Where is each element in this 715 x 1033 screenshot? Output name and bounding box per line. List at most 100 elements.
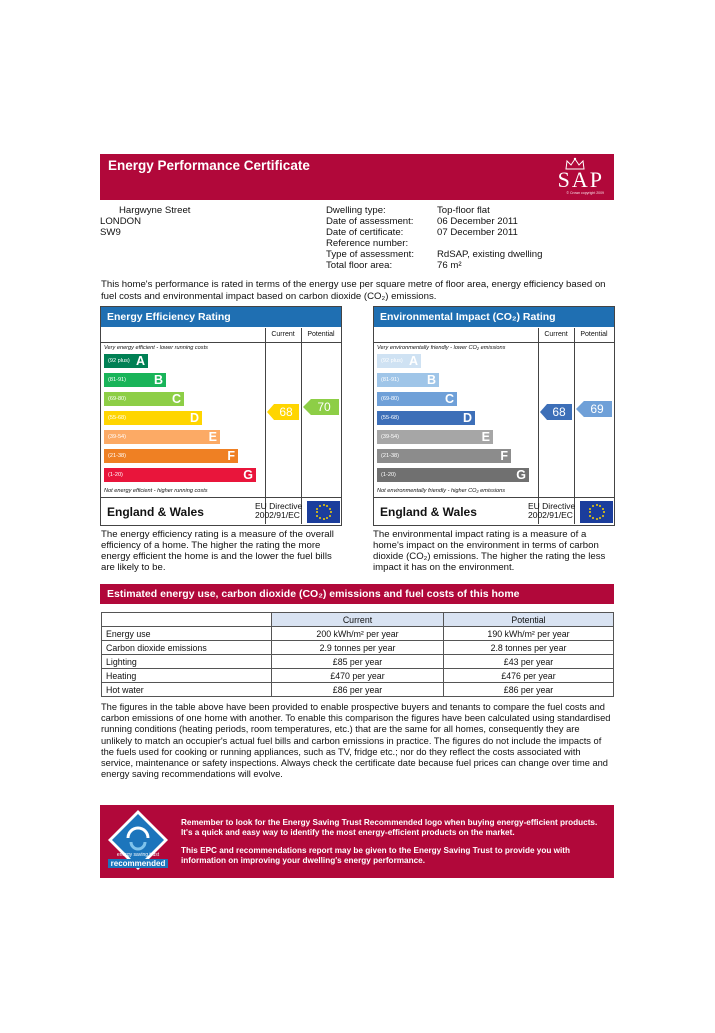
potential-value: £476 per year — [443, 668, 614, 683]
current-rating-arrow: 68 — [267, 404, 299, 420]
eu-star-icon — [319, 504, 321, 507]
detail-label: Dwelling type: — [326, 205, 386, 216]
eu-star-icon — [602, 511, 605, 513]
potential-value: £86 per year — [443, 682, 614, 697]
column-divider — [538, 328, 539, 524]
band-letter: C — [171, 392, 181, 406]
potential-value: £43 per year — [443, 654, 614, 669]
address-city: LONDON — [100, 216, 142, 227]
band-letter: E — [481, 430, 490, 444]
detail-row: Type of assessment: RdSAP, existing dwell… — [326, 249, 542, 260]
detail-label: Type of assessment: — [326, 249, 414, 260]
rating-band-b: (81-91) B — [104, 373, 166, 387]
band-range: (69-80) — [108, 396, 127, 402]
current-value: 2.9 tonnes per year — [271, 640, 444, 655]
band-letter: F — [227, 449, 235, 463]
costs-table: Current Potential Energy use 200 kWh/m² p… — [101, 612, 614, 697]
rating-band-c: (69-80) C — [104, 392, 184, 406]
eu-star-icon — [601, 514, 604, 517]
region-label: England & Wales — [380, 505, 477, 519]
sap-copyright: © Crown copyright 2009 — [566, 191, 604, 195]
band-letter: D — [189, 411, 199, 425]
footer-banner: energy saving trust recommended Remember… — [100, 805, 614, 878]
band-range: (92 plus) — [381, 358, 403, 364]
detail-row: Total floor area: 76 m² — [326, 260, 542, 271]
band-letter: G — [516, 468, 526, 482]
current-value: £470 per year — [271, 668, 444, 683]
footer-line-1: Remember to look for the Energy Saving T… — [181, 818, 598, 837]
potential-column-header: Potential — [580, 331, 608, 338]
band-range: (55-68) — [381, 415, 400, 421]
current-column-header: Current — [544, 331, 568, 338]
table-row: Carbon dioxide emissions 2.9 tonnes per y… — [101, 640, 614, 655]
environment-top-note: Very environmentally friendly - lower CO… — [377, 345, 506, 351]
detail-row: Reference number: — [326, 238, 542, 249]
eu-star-icon — [599, 504, 601, 507]
current-value: £86 per year — [271, 682, 444, 697]
address-block: Hargwyne Street LONDON SW9 — [100, 205, 190, 238]
eu-star-icon — [322, 504, 325, 506]
eu-star-icon — [315, 511, 318, 513]
detail-value: 06 December 2011 — [437, 216, 518, 227]
rating-band-g: (1-20) G — [377, 468, 529, 482]
band-letter: G — [243, 468, 253, 482]
explanation-paragraph: The figures in the table above have been… — [101, 702, 611, 780]
rating-band-e: (39-54) E — [104, 430, 220, 444]
sap-logo: SAP — [557, 167, 604, 192]
efficiency-description: The energy efficiency rating is a measur… — [101, 529, 334, 573]
eu-star-icon — [599, 517, 601, 520]
eu-star-icon — [322, 518, 325, 520]
costs-section-title: Estimated energy use, carbon dioxide (CO… — [100, 584, 614, 604]
energy-saving-trust-logo-icon — [108, 810, 168, 870]
potential-value: 190 kWh/m² per year — [443, 626, 614, 641]
table-row: Hot water £86 per year £86 per year — [101, 682, 614, 697]
eu-star-icon — [589, 507, 592, 510]
intro-text: This home's performance is rated in term… — [101, 279, 606, 302]
band-letter: F — [500, 449, 508, 463]
address-street: Hargwyne Street — [119, 205, 191, 216]
band-range: (81-91) — [381, 377, 400, 383]
efficiency-panel-title: Energy Efficiency Rating — [101, 307, 341, 327]
rating-band-d: (55-68) D — [377, 411, 475, 425]
eu-star-icon — [592, 504, 594, 507]
rating-band-e: (39-54) E — [377, 430, 493, 444]
footer-divider — [101, 497, 341, 498]
eu-star-icon — [595, 518, 598, 520]
certificate-header: Energy Performance Certificate SAP © Cro… — [100, 154, 614, 200]
eu-star-icon — [326, 504, 328, 507]
row-label: Hot water — [101, 682, 272, 697]
band-range: (1-20) — [381, 472, 396, 478]
potential-column-header: Potential — [307, 331, 335, 338]
costs-potential-header: Potential — [443, 612, 614, 627]
detail-value: 07 December 2011 — [437, 227, 518, 238]
band-letter: B — [426, 373, 436, 387]
rating-band-f: (21-38) F — [104, 449, 238, 463]
detail-value: 76 m² — [437, 260, 462, 271]
rating-band-f: (21-38) F — [377, 449, 511, 463]
efficiency-top-note: Very energy efficient - lower running co… — [104, 345, 208, 351]
eu-star-icon — [329, 511, 332, 513]
efficiency-rating-panel: Energy Efficiency Rating Current Potenti… — [100, 306, 342, 526]
detail-value — [437, 238, 542, 249]
potential-rating-arrow: 70 — [303, 399, 339, 415]
band-letter: E — [208, 430, 217, 444]
header-divider — [374, 342, 614, 343]
rating-band-d: (55-68) D — [104, 411, 202, 425]
detail-value: Top-floor flat — [437, 205, 490, 216]
potential-value: 2.8 tonnes per year — [443, 640, 614, 655]
eu-star-icon — [319, 517, 321, 520]
band-range: (92 plus) — [108, 358, 130, 364]
row-label: Carbon dioxide emissions — [101, 640, 272, 655]
detail-row: Dwelling type: Top-floor flat — [326, 205, 542, 216]
table-row: Heating £470 per year £476 per year — [101, 668, 614, 683]
header-divider — [101, 342, 341, 343]
table-row: Lighting £85 per year £43 per year — [101, 654, 614, 669]
column-divider — [301, 328, 302, 524]
band-range: (1-20) — [108, 472, 123, 478]
details-table: Dwelling type: Top-floor flat Date of ass… — [326, 205, 542, 271]
efficiency-bottom-note: Not energy efficient - higher running co… — [104, 488, 208, 494]
eu-directive-label: EU Directive 2002/91/EC — [528, 501, 576, 520]
logo-recommended-text: recommended — [108, 859, 168, 868]
footer-text: Remember to look for the Energy Saving T… — [181, 818, 606, 865]
costs-header-row: Current Potential — [101, 612, 614, 627]
